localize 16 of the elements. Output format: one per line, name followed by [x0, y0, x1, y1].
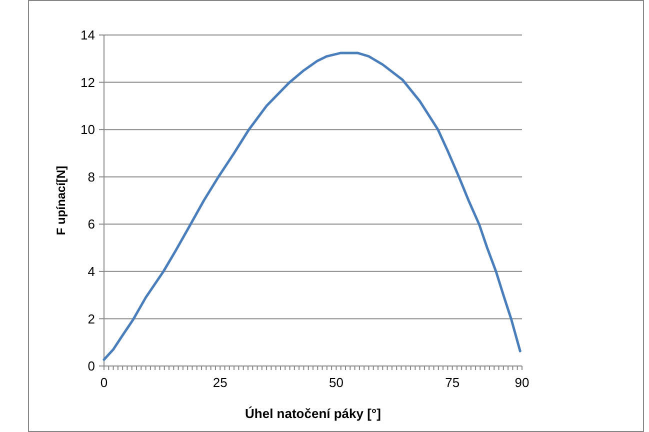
y-tick-label: 14	[80, 28, 95, 43]
y-tick-label: 6	[88, 216, 95, 232]
y-axis-title: F upínací[N]	[54, 166, 68, 236]
y-tick-label: 2	[88, 311, 95, 326]
line-series	[102, 52, 522, 361]
y-tick-label: 4	[88, 264, 95, 279]
y-tick-label: 8	[88, 169, 95, 184]
x-tick-label: 0	[100, 375, 108, 390]
y-tick-label: 12	[80, 74, 95, 90]
x-tick-label: 90	[514, 375, 530, 390]
x-tick-label: 50	[328, 375, 344, 390]
x-tick-label: 25	[212, 375, 228, 390]
y-tick-label: 10	[80, 122, 95, 138]
x-tick-label: 75	[445, 375, 460, 390]
y-tick-label: 0	[88, 358, 95, 374]
x-axis-title: Úhel natočení páky [°]	[245, 406, 381, 421]
